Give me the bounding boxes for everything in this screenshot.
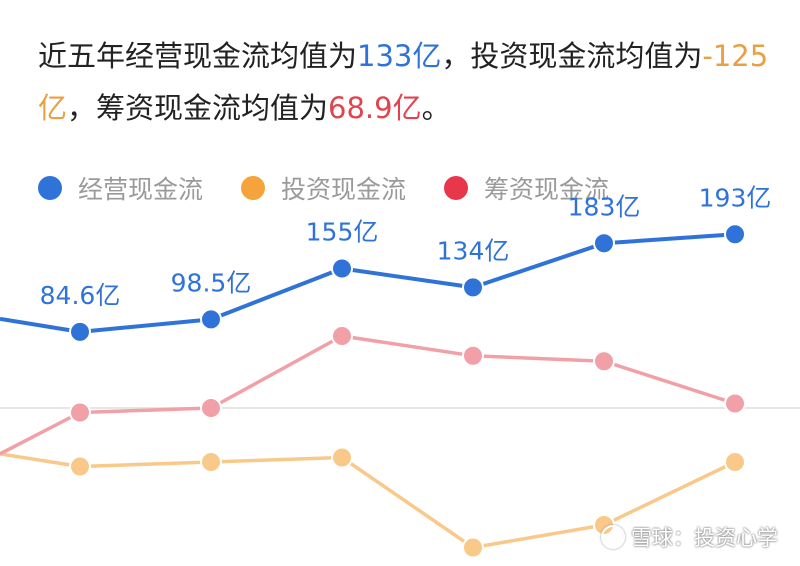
series-1-point-3[interactable] <box>462 536 484 559</box>
legend-item-investing[interactable]: 投资现金流 <box>241 170 406 206</box>
legend-dot-icon <box>444 176 469 200</box>
series-2-point-4[interactable] <box>593 350 615 373</box>
legend-dot-icon <box>241 176 266 200</box>
series-1-point-1[interactable] <box>200 451 222 473</box>
series-0-point-2[interactable] <box>331 257 353 280</box>
chart-legend: 经营现金流 投资现金流 筹资现金流 <box>38 170 647 206</box>
series-0-point-5[interactable] <box>724 223 746 246</box>
data-label-2: 155亿 <box>306 218 379 247</box>
legend-label-financing: 筹资现金流 <box>484 175 610 204</box>
legend-dot-icon <box>38 176 62 200</box>
series-0-point-1[interactable] <box>200 308 222 331</box>
series-1-point-5[interactable] <box>724 451 746 473</box>
data-label-1: 98.5亿 <box>171 268 252 297</box>
series-1-point-2[interactable] <box>331 446 353 469</box>
series-2-point-5[interactable] <box>724 392 746 415</box>
series-2-point-3[interactable] <box>462 344 484 367</box>
headline-text-4: 。 <box>421 91 451 125</box>
series-0-point-4[interactable] <box>593 232 615 255</box>
data-label-0: 84.6亿 <box>40 281 121 310</box>
legend-item-financing[interactable]: 筹资现金流 <box>444 170 609 206</box>
series-0-point-3[interactable] <box>462 276 484 299</box>
watermark-text: 雪球：投资心学 <box>631 526 778 550</box>
data-label-4: 183亿 <box>568 192 641 221</box>
investing-average-value: -125亿 <box>38 39 769 125</box>
series-0-point-0[interactable] <box>69 320 91 343</box>
data-label-3: 134亿 <box>437 236 510 265</box>
data-label-5: 193亿 <box>699 183 772 212</box>
headline-text-2: ，投资现金流均值为 <box>441 39 703 73</box>
operating-average-value: 133亿 <box>357 39 442 73</box>
xueqiu-logo-icon <box>601 525 625 549</box>
series-2-point-2[interactable] <box>331 325 353 347</box>
series-2-point-1[interactable] <box>200 397 222 419</box>
financing-average-value: 68.9亿 <box>328 91 422 125</box>
legend-label-operating: 经营现金流 <box>78 175 204 204</box>
headline-text-3: ，筹资现金流均值为 <box>67 91 329 125</box>
legend-item-operating[interactable]: 经营现金流 <box>38 170 203 206</box>
series-2-point-0[interactable] <box>69 401 91 424</box>
legend-label-investing: 投资现金流 <box>281 175 407 204</box>
chart-headline: 近五年经营现金流均值为133亿，投资现金流均值为-125亿，筹资现金流均值为68… <box>38 30 778 134</box>
headline-text-1: 近五年经营现金流均值为 <box>38 39 358 73</box>
series-1-point-0[interactable] <box>69 455 91 478</box>
watermark: 雪球：投资心学 <box>601 522 778 552</box>
series-line-2 <box>0 334 736 456</box>
